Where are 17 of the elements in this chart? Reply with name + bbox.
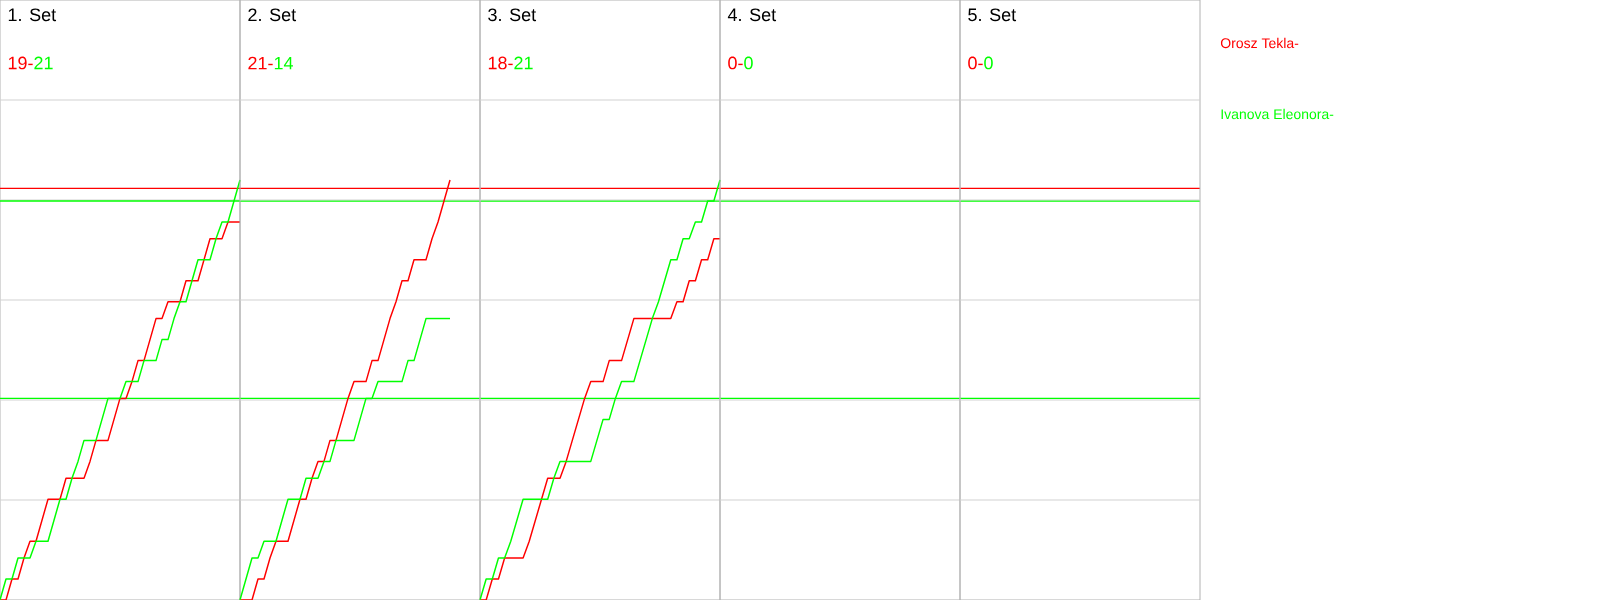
chart-title: 2. Set (248, 8, 297, 22)
text: 14 (274, 56, 293, 70)
text: 21 (514, 56, 533, 70)
text: 0 (984, 56, 993, 70)
text: 18- (488, 56, 513, 70)
text: 0- (968, 56, 983, 70)
text: 0- (728, 56, 743, 70)
chart-title: 3. Set (488, 8, 537, 22)
text: 5. Set (968, 8, 1017, 22)
text: 4. Set (727, 8, 777, 22)
text: Ivanova Eleonora- (1221, 108, 1334, 120)
text: Orosz Tekla- (1220, 37, 1299, 49)
text: 0 (744, 56, 753, 70)
text: 21- (248, 56, 273, 70)
text: 19- (8, 56, 33, 70)
text: 21 (34, 56, 53, 70)
chart-title: 1. Set (8, 8, 57, 22)
